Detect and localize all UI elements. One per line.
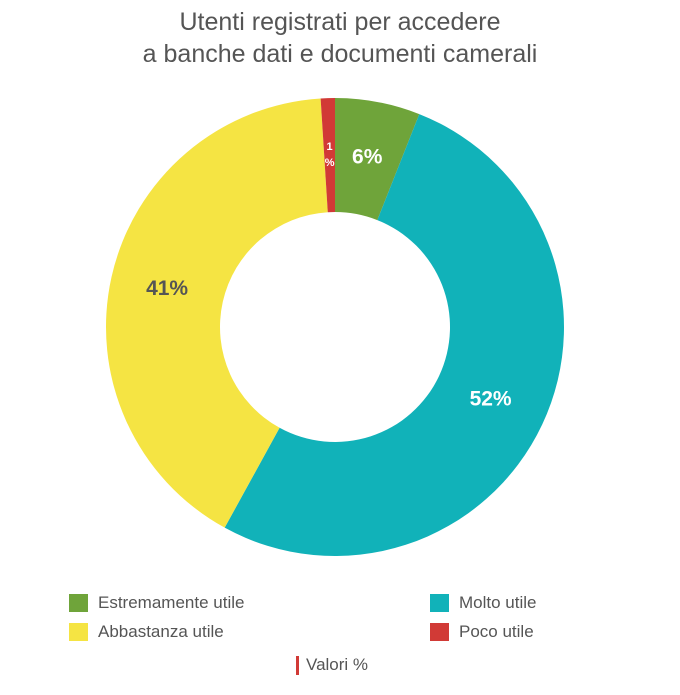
legend-label: Estremamente utile: [98, 593, 245, 612]
footnote-marker: [296, 655, 299, 675]
donut-slice: [224, 114, 564, 556]
legend-item-estremamente-utile: Estremamente utile: [69, 593, 244, 613]
slice-label: 52%: [470, 388, 512, 411]
legend-swatch: [430, 623, 449, 641]
legend-item-abbastanza-utile: Abbastanza utile: [69, 622, 224, 642]
legend-label: Poco utile: [459, 622, 534, 641]
legend-swatch: [69, 594, 88, 612]
legend-item-poco-utile: Poco utile: [430, 622, 534, 642]
donut-slices: [105, 98, 564, 556]
donut-slice: [320, 98, 335, 213]
donut-slice-labels: 6% 52% 41% 1%: [146, 141, 512, 411]
donut-slice: [335, 98, 420, 221]
donut-slice: [105, 98, 328, 528]
chart-title-line-1: Utenti registrati per accedere: [179, 8, 501, 36]
legend-swatch: [69, 623, 88, 641]
slice-label: 6%: [352, 146, 383, 169]
legend-label: Molto utile: [459, 593, 537, 612]
footnote-text: Valori %: [306, 655, 369, 674]
slice-label: 1%: [325, 141, 335, 169]
chart-title: Utenti registrati per accedere a banche …: [0, 6, 680, 70]
slice-label: 41%: [146, 277, 188, 300]
legend-item-molto-utile: Molto utile: [430, 593, 536, 613]
legend-label: Abbastanza utile: [98, 622, 224, 641]
legend-swatch: [430, 594, 449, 612]
chart-title-line-2: a banche dati e documenti camerali: [142, 40, 538, 68]
footnote: Valori %: [296, 655, 368, 675]
